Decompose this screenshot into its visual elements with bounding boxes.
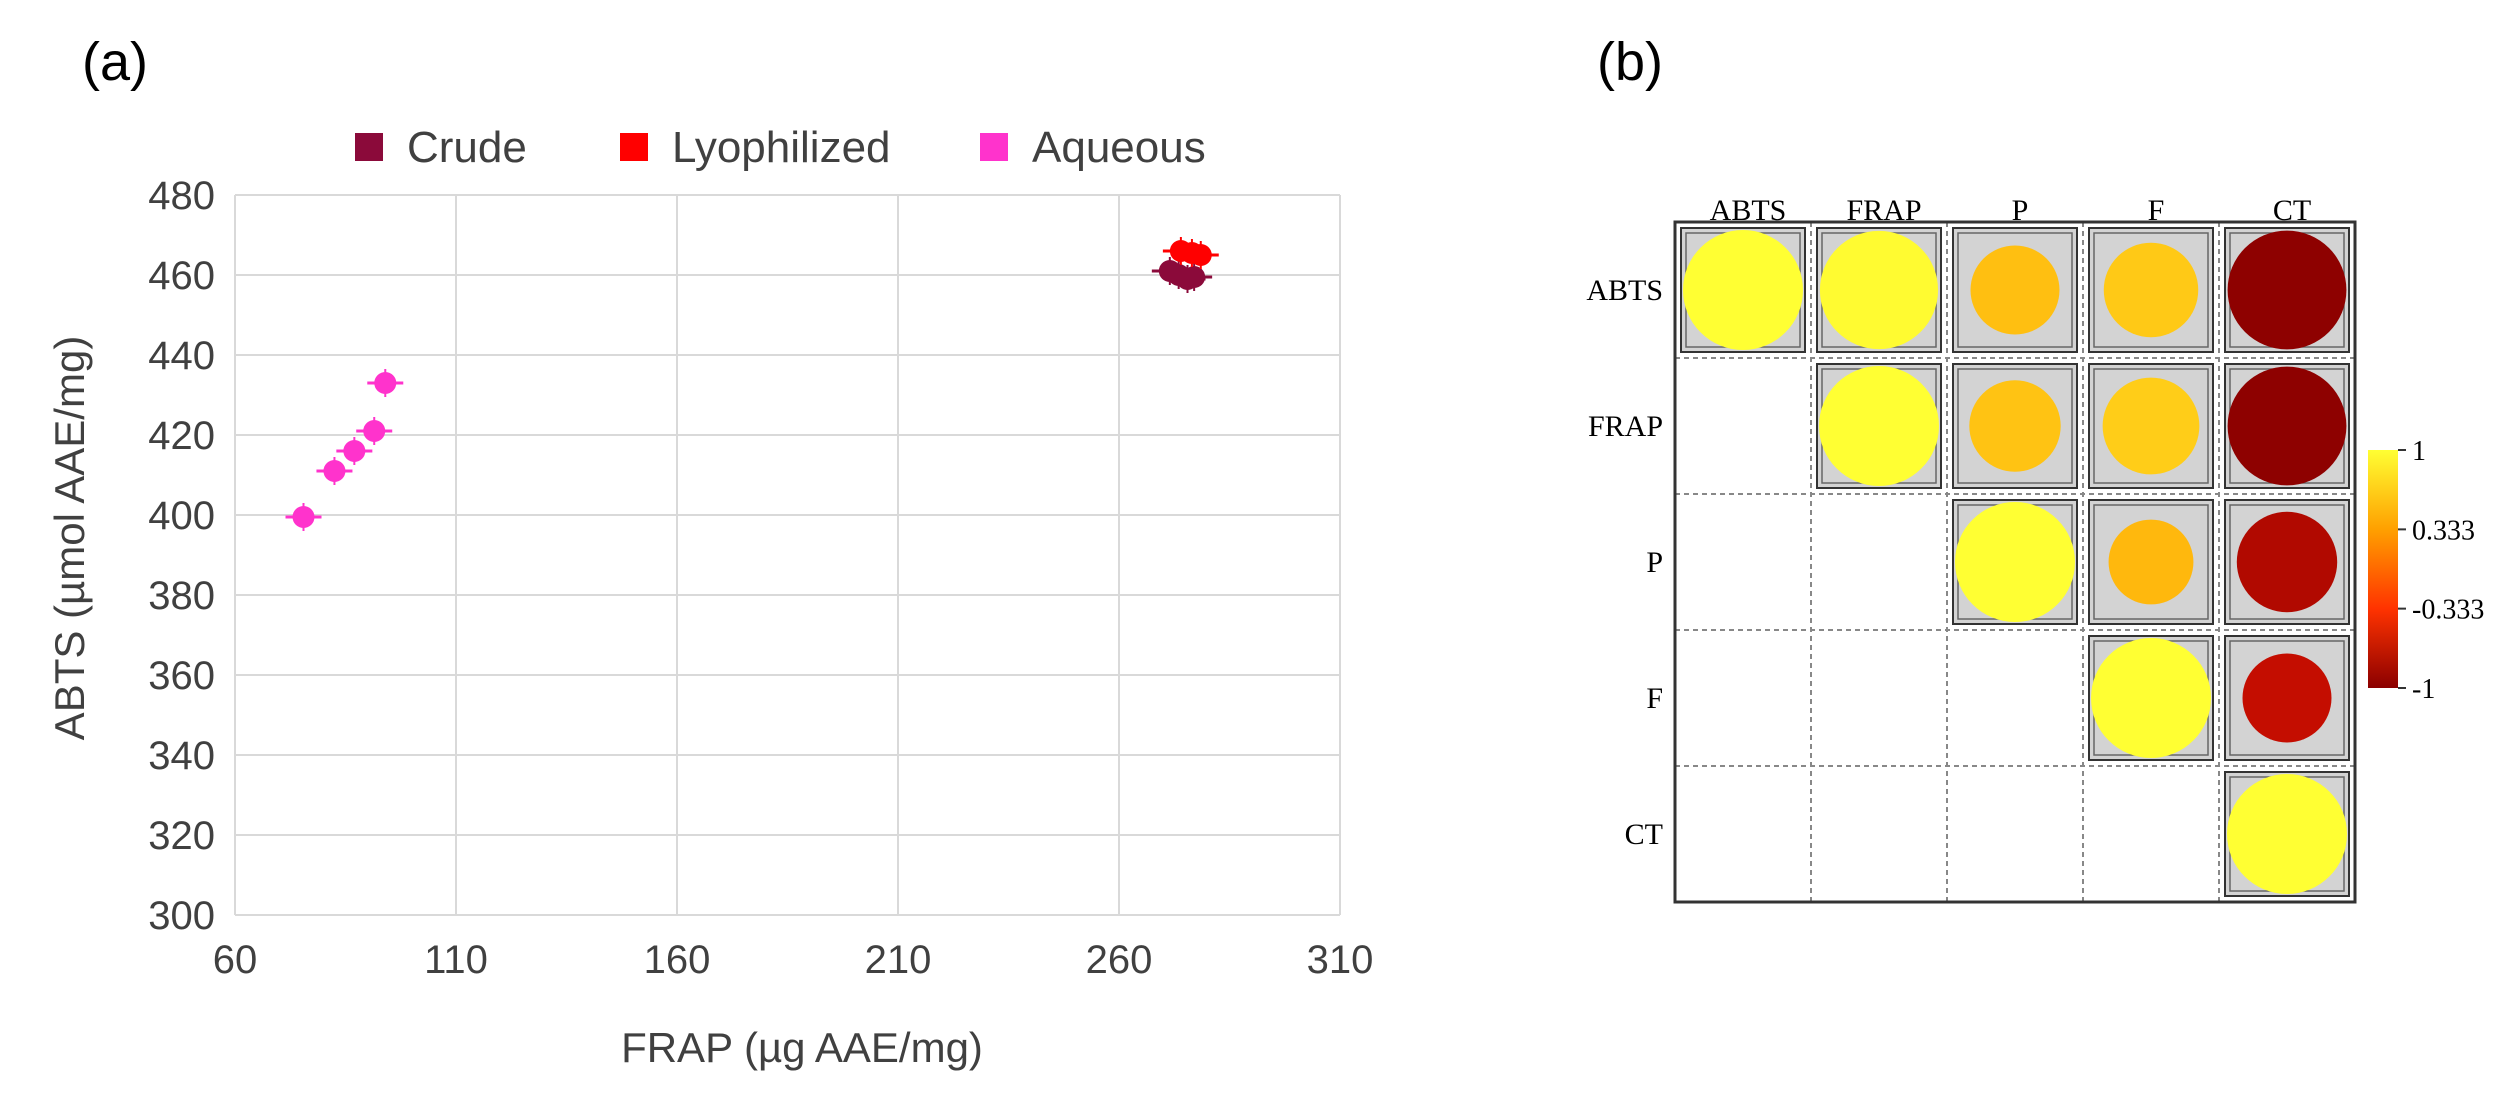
x-tick-label: 210 xyxy=(865,938,932,982)
data-point xyxy=(316,457,353,485)
correlation-cell xyxy=(2088,227,2214,353)
row-label: F xyxy=(1646,682,1663,715)
correlation-cell xyxy=(2224,635,2350,761)
scatter-points xyxy=(285,237,1219,531)
scatter-legend: Crude Lyophilized Aqueous xyxy=(355,123,1206,172)
legend-label: Lyophilized xyxy=(672,123,891,172)
y-tick-label: 400 xyxy=(148,494,215,538)
correlation-matrix: ABTS ABTS FRAP FRAP P P F F CT CT 1 0.333 -0.333 -1 xyxy=(1586,194,2484,904)
correlation-cell xyxy=(1952,363,2078,489)
y-tick-label: 480 xyxy=(148,174,215,218)
y-tick-label: 380 xyxy=(148,574,215,618)
column-label: F xyxy=(2148,194,2165,227)
correlation-cell xyxy=(1680,227,1806,353)
scatter-gridlines xyxy=(234,194,1341,916)
legend-entry: Aqueous xyxy=(980,123,1206,172)
correlation-cell xyxy=(2224,499,2350,625)
row-label: ABTS xyxy=(1586,274,1663,307)
colorbar-tick-label: -0.333 xyxy=(2412,595,2484,626)
colorbar: 1 0.333 -0.333 -1 xyxy=(2368,436,2484,705)
y-tick-label: 320 xyxy=(148,814,215,858)
scatter-x-ticks: 60 110 160 210 260 310 xyxy=(213,938,1374,982)
matrix-border xyxy=(1673,220,2357,904)
column-label: ABTS xyxy=(1710,194,1787,227)
legend-entry: Lyophilized xyxy=(620,123,891,172)
correlation-cell xyxy=(1952,499,2078,625)
y-tick-label: 460 xyxy=(148,254,215,298)
scatter-chart: Crude Lyophilized Aqueous 300 320 340 360 380 4… xyxy=(46,123,1373,1071)
legend-swatch xyxy=(620,133,648,161)
y-tick-label: 360 xyxy=(148,654,215,698)
column-label: P xyxy=(2012,194,2029,227)
column-label: FRAP xyxy=(1846,194,1921,227)
correlation-cell xyxy=(1816,363,1942,489)
row-label: CT xyxy=(1625,818,1663,851)
row-label: P xyxy=(1646,546,1663,579)
x-tick-label: 160 xyxy=(644,938,711,982)
colorbar-tick-label: -1 xyxy=(2412,674,2435,705)
data-point xyxy=(1182,241,1219,269)
panel-label-b: (b) xyxy=(1597,32,1663,92)
x-tick-label: 310 xyxy=(1307,938,1374,982)
x-axis-label: FRAP (µg AAE/mg) xyxy=(621,1024,983,1071)
colorbar-gradient xyxy=(2368,450,2398,688)
correlation-cells xyxy=(1673,220,2357,904)
y-tick-label: 340 xyxy=(148,734,215,778)
data-point xyxy=(356,417,393,445)
legend-label: Crude xyxy=(407,123,527,172)
data-point xyxy=(285,503,322,531)
panel-label-a: (a) xyxy=(82,32,148,92)
row-label: FRAP xyxy=(1588,410,1663,443)
scatter-y-ticks: 300 320 340 360 380 400 420 440 460 480 xyxy=(148,174,215,938)
y-tick-label: 440 xyxy=(148,334,215,378)
correlation-cell xyxy=(2224,227,2350,353)
correlation-cell xyxy=(2088,363,2214,489)
legend-swatch xyxy=(355,133,383,161)
correlation-cell xyxy=(1816,227,1942,353)
correlation-cell xyxy=(2088,635,2214,761)
legend-swatch xyxy=(980,133,1008,161)
data-point xyxy=(336,437,373,465)
x-tick-label: 110 xyxy=(424,938,488,982)
x-tick-label: 260 xyxy=(1086,938,1153,982)
y-tick-label: 300 xyxy=(148,894,215,938)
data-point xyxy=(1176,263,1213,291)
correlation-labels: ABTS ABTS FRAP FRAP P P F F CT CT xyxy=(1586,194,2311,851)
y-tick-label: 420 xyxy=(148,414,215,458)
x-tick-label: 60 xyxy=(213,938,258,982)
correlation-cell xyxy=(2224,363,2350,489)
legend-label: Aqueous xyxy=(1032,123,1206,172)
correlation-cell xyxy=(2088,499,2214,625)
correlation-cell xyxy=(1952,227,2078,353)
correlation-cell xyxy=(2224,771,2350,897)
data-point xyxy=(367,369,404,397)
column-label: CT xyxy=(2273,194,2311,227)
colorbar-tick-label: 0.333 xyxy=(2412,515,2475,546)
legend-entry: Crude xyxy=(355,123,527,172)
colorbar-tick-label: 1 xyxy=(2412,436,2426,467)
y-axis-label: ABTS (µmol AAE/mg) xyxy=(46,336,93,741)
